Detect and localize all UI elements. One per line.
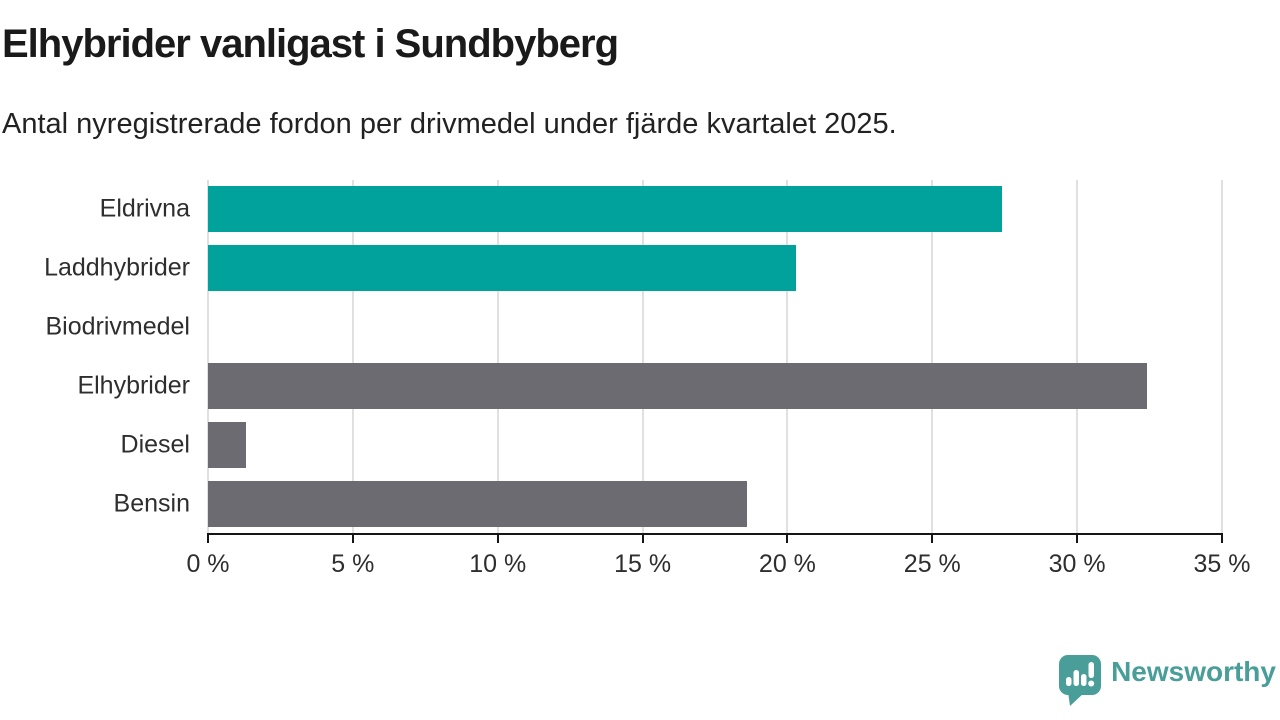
x-tick-label-25: 25 % [903,550,961,578]
newsworthy-wordmark: Newsworthy [1111,656,1276,687]
x-tick-label-30: 30 % [1048,550,1106,578]
gridline-5 [351,180,354,533]
newsworthy-logo: Newsworthy [1058,654,1276,706]
x-tick-label-20: 20 % [758,550,816,578]
x-tick-25 [931,535,934,543]
gridline-10 [496,180,499,533]
gridline-25 [931,180,934,533]
x-tick-35 [1221,535,1223,543]
y-axis-labels: Eldrivna Laddhybrider Biodrivmedel Elhybrid… [0,180,190,533]
bar-eldrivna [208,186,1002,233]
bar-bensin [208,480,747,527]
x-tick-label-5: 5 % [331,550,375,578]
category-label-elhybrider: Elhybrider [77,371,190,400]
gridline-15 [641,180,644,533]
x-tick-label-15: 15 % [614,550,672,578]
x-tick-label-0: 0 % [186,550,230,578]
category-label-diesel: Diesel [120,430,190,459]
chart-subtitle: Antal nyregistrerade fordon per drivmede… [2,108,897,140]
chart-title: Elhybrider vanligast i Sundbyberg [2,22,619,66]
x-tick-10 [496,535,499,543]
bar-chart: Eldrivna Laddhybrider Biodrivmedel Elhybrid… [0,180,1280,600]
category-label-biodrivmedel: Biodrivmedel [45,312,190,341]
newsworthy-speech-bubble-chart-icon [1059,655,1102,706]
gridline-0 [207,180,209,533]
bar-diesel [208,421,246,468]
x-tick-0 [207,535,209,543]
x-axis-line [207,533,1223,535]
gridline-35 [1221,180,1223,533]
x-tick-label-35: 35 % [1193,550,1251,578]
category-label-bensin: Bensin [113,489,190,518]
x-tick-5 [351,535,354,543]
category-label-eldrivna: Eldrivna [99,194,190,223]
gridline-20 [786,180,789,533]
x-tick-20 [786,535,789,543]
plot-area: 0 % 5 % 10 % 15 % 20 % 25 % 30 % 35 % [186,180,1250,577]
x-tick-15 [641,535,644,543]
bar-elhybrider [208,362,1147,409]
bar-laddhybrider [208,245,797,292]
x-tick-label-10: 10 % [469,550,527,578]
x-tick-30 [1076,535,1079,543]
category-label-laddhybrider: Laddhybrider [44,253,190,282]
gridline-30 [1076,180,1079,533]
